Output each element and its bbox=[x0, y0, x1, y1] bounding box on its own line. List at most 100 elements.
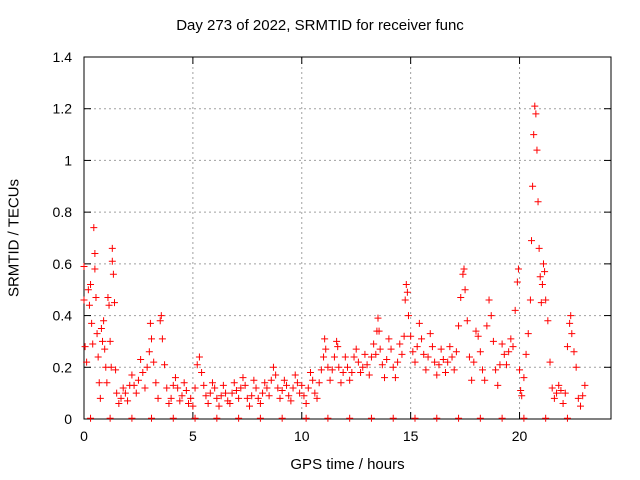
data-point bbox=[375, 327, 383, 335]
data-point bbox=[401, 296, 409, 304]
chart-title: Day 273 of 2022, SRMTID for receiver fun… bbox=[176, 17, 464, 34]
data-point bbox=[524, 330, 532, 338]
data-point bbox=[84, 286, 92, 294]
data-point bbox=[250, 376, 258, 384]
data-point bbox=[132, 389, 140, 397]
y-tick-label: 0.6 bbox=[53, 256, 73, 272]
data-point bbox=[274, 384, 282, 392]
data-point bbox=[365, 371, 373, 379]
data-point bbox=[109, 270, 117, 278]
data-point bbox=[348, 368, 356, 376]
data-point bbox=[158, 335, 166, 343]
data-point bbox=[148, 414, 156, 422]
data-point bbox=[83, 358, 91, 366]
data-point bbox=[530, 131, 538, 139]
data-point bbox=[581, 381, 589, 389]
data-point bbox=[285, 392, 293, 400]
data-point bbox=[489, 337, 497, 345]
data-point bbox=[544, 317, 552, 325]
data-point bbox=[418, 335, 426, 343]
data-point bbox=[112, 366, 120, 374]
data-point bbox=[536, 273, 544, 281]
data-point bbox=[537, 299, 545, 307]
data-point bbox=[298, 381, 306, 389]
data-point bbox=[481, 376, 489, 384]
data-point bbox=[374, 314, 382, 322]
data-point bbox=[567, 312, 575, 320]
data-point bbox=[228, 389, 236, 397]
data-point bbox=[300, 392, 308, 400]
data-point bbox=[302, 399, 310, 407]
data-point bbox=[185, 399, 193, 407]
data-point bbox=[496, 361, 504, 369]
data-point bbox=[306, 368, 314, 376]
data-point bbox=[396, 340, 404, 348]
x-tick-label: 20 bbox=[512, 428, 528, 444]
data-point bbox=[235, 414, 243, 422]
data-point bbox=[520, 374, 528, 382]
data-point bbox=[548, 384, 556, 392]
data-point bbox=[246, 402, 254, 410]
data-point bbox=[167, 394, 175, 402]
data-point bbox=[457, 293, 465, 301]
data-point bbox=[90, 224, 98, 232]
data-point bbox=[198, 368, 206, 376]
plot-frame bbox=[83, 56, 612, 420]
data-point bbox=[330, 353, 338, 361]
data-point bbox=[328, 366, 336, 374]
data-point bbox=[413, 343, 421, 351]
data-point bbox=[526, 296, 534, 304]
data-point bbox=[437, 345, 445, 353]
data-point bbox=[291, 371, 299, 379]
data-point bbox=[534, 198, 542, 206]
data-point bbox=[428, 343, 436, 351]
data-point bbox=[176, 397, 184, 405]
data-point bbox=[302, 414, 310, 422]
data-point bbox=[468, 376, 476, 384]
data-point bbox=[415, 319, 423, 327]
data-point bbox=[539, 260, 547, 268]
data-point bbox=[542, 296, 550, 304]
data-point bbox=[315, 379, 323, 387]
data-point bbox=[404, 312, 412, 320]
data-point bbox=[283, 381, 291, 389]
y-tick-label: 0.4 bbox=[53, 308, 73, 324]
data-point bbox=[409, 348, 417, 356]
data-point bbox=[433, 414, 441, 422]
data-point bbox=[180, 379, 188, 387]
data-point bbox=[498, 340, 506, 348]
data-point bbox=[259, 389, 267, 397]
data-point bbox=[87, 281, 95, 289]
data-point bbox=[389, 363, 397, 371]
data-point bbox=[476, 348, 484, 356]
data-point bbox=[502, 361, 510, 369]
data-point bbox=[222, 389, 230, 397]
data-point bbox=[232, 387, 240, 395]
y-tick-label: 0 bbox=[64, 411, 72, 427]
data-point bbox=[103, 379, 111, 387]
data-point bbox=[448, 353, 456, 361]
data-point bbox=[538, 281, 546, 289]
data-point bbox=[189, 402, 197, 410]
data-point bbox=[487, 312, 495, 320]
data-point bbox=[568, 330, 576, 338]
data-point bbox=[403, 288, 411, 296]
data-point bbox=[263, 384, 271, 392]
data-point bbox=[322, 345, 330, 353]
data-point bbox=[219, 381, 227, 389]
data-point bbox=[472, 327, 480, 335]
data-point bbox=[117, 394, 125, 402]
data-point bbox=[235, 394, 243, 402]
data-point bbox=[411, 414, 419, 422]
data-point bbox=[444, 358, 452, 366]
data-point bbox=[311, 389, 319, 397]
data-points bbox=[80, 102, 589, 422]
data-point bbox=[446, 343, 454, 351]
data-point bbox=[88, 319, 96, 327]
data-point bbox=[483, 322, 491, 330]
data-point bbox=[106, 337, 114, 345]
data-point bbox=[202, 392, 210, 400]
data-point bbox=[124, 397, 132, 405]
data-point bbox=[563, 343, 571, 351]
data-point bbox=[141, 384, 149, 392]
